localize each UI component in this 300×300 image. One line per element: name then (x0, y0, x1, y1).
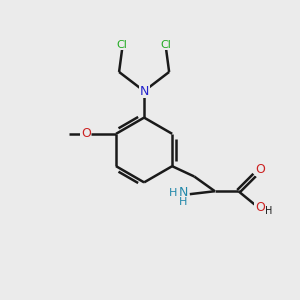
Text: H: H (265, 206, 272, 216)
Text: O: O (256, 163, 266, 176)
Text: N: N (140, 85, 149, 98)
Text: Cl: Cl (117, 40, 128, 50)
Text: H: H (169, 188, 177, 198)
Text: Cl: Cl (161, 40, 172, 50)
Text: H: H (179, 197, 188, 207)
Text: O: O (81, 127, 91, 140)
Text: O: O (255, 201, 265, 214)
Text: N: N (179, 186, 188, 199)
